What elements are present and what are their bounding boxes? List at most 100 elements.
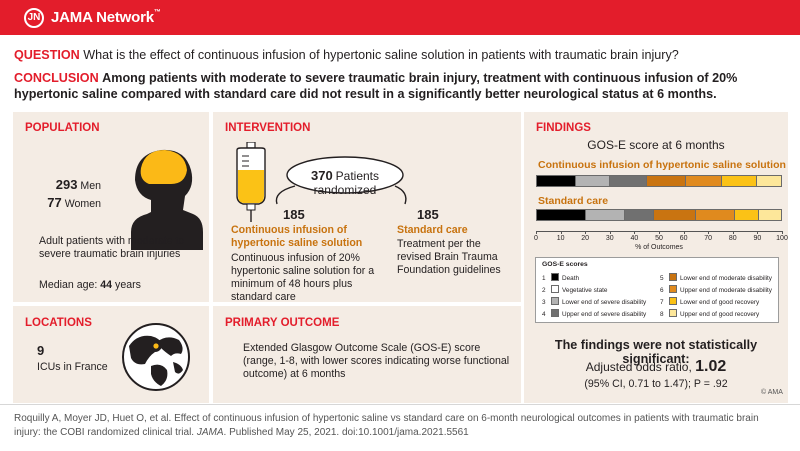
stacked-bar-hypertonic bbox=[536, 175, 782, 187]
bar-segment-8 bbox=[756, 176, 781, 186]
conclusion-block: CONCLUSION Among patients with moderate … bbox=[14, 70, 784, 102]
arm1-title: Continuous infusion of hypertonic saline… bbox=[231, 224, 363, 249]
legend-item: 3 Lower end of severe disability bbox=[542, 297, 646, 306]
legend-number: 3 bbox=[542, 299, 546, 306]
bar-segment-6 bbox=[695, 210, 735, 220]
population-panel: POPULATION 293 Men 77 Women Adult patien… bbox=[13, 112, 209, 403]
legend-number: 7 bbox=[660, 299, 664, 306]
intervention-label: INTERVENTION bbox=[225, 122, 311, 134]
bar-label-standard: Standard care bbox=[538, 195, 609, 207]
legend-swatch bbox=[551, 285, 559, 293]
legend-label: Lower end of severe disability bbox=[562, 299, 647, 306]
arm2-description: Treatment per the revised Brain Trauma F… bbox=[397, 238, 501, 276]
legend-item: 1 Death bbox=[542, 273, 579, 282]
legend-item: 4 Upper end of severe disability bbox=[542, 309, 646, 318]
legend-number: 8 bbox=[660, 311, 664, 318]
question-text: What is the effect of continuous infusio… bbox=[83, 48, 679, 62]
men-count-row: 293 Men bbox=[55, 177, 101, 192]
question-block: QUESTION What is the effect of continuou… bbox=[14, 47, 784, 63]
legend-number: 2 bbox=[542, 287, 546, 294]
x-tick-mark bbox=[560, 231, 562, 234]
chart-title: GOS-E score at 6 months bbox=[587, 138, 725, 152]
bar-segment-8 bbox=[759, 210, 781, 220]
legend-number: 4 bbox=[542, 311, 546, 318]
legend-swatch bbox=[669, 285, 677, 293]
bar-segment-3 bbox=[585, 210, 625, 220]
x-tick-mark bbox=[659, 231, 660, 234]
citation-footer bbox=[0, 404, 800, 451]
globe-icon bbox=[122, 323, 190, 391]
legend-item: 7 Lower end of good recovery bbox=[660, 297, 759, 306]
legend-item: 5 Lower end of moderate disability bbox=[660, 273, 772, 282]
conclusion-text: Among patients with moderate to severe t… bbox=[14, 71, 738, 101]
women-count-row: 77 Women bbox=[47, 195, 101, 210]
primary-outcome-label: PRIMARY OUTCOME bbox=[225, 317, 340, 329]
legend-swatch bbox=[669, 297, 677, 305]
x-tick-mark bbox=[634, 231, 636, 234]
bar-segment-5 bbox=[646, 176, 686, 186]
population-description: Adult patients with moderate to severe t… bbox=[39, 235, 185, 260]
legend-swatch bbox=[551, 297, 559, 305]
x-tick-label: 90 bbox=[753, 235, 762, 242]
panel-divider bbox=[13, 302, 209, 306]
x-tick-mark bbox=[536, 231, 537, 234]
head-silhouette-icon bbox=[131, 149, 203, 250]
legend-label: Upper end of moderate disability bbox=[680, 287, 773, 294]
x-tick-label: 0 bbox=[534, 235, 538, 242]
odds-ratio: Adjusted odds ratio, 1.02 bbox=[585, 358, 727, 375]
arm2-title: Standard care bbox=[397, 224, 468, 236]
locations-count: 9 bbox=[37, 343, 45, 358]
legend-label: Vegetative state bbox=[562, 287, 608, 294]
legend-label: Death bbox=[562, 275, 580, 282]
locations-text: ICUs in France bbox=[37, 361, 108, 373]
legend-swatch bbox=[669, 309, 677, 317]
bar-label-hypertonic: Continuous infusion of hypertonic saline… bbox=[538, 159, 786, 171]
bar-segment-3 bbox=[576, 176, 611, 186]
legend-number: 5 bbox=[660, 275, 664, 282]
primary-outcome-text: Extended Glasgow Outcome Scale (GOS-E) s… bbox=[243, 342, 510, 380]
conclusion-label: CONCLUSION bbox=[14, 71, 99, 85]
arm1-n: 185 bbox=[283, 207, 305, 222]
x-tick-label: 40 bbox=[630, 235, 639, 242]
x-tick-label: 30 bbox=[605, 235, 614, 242]
legend-number: 1 bbox=[542, 275, 546, 282]
legend-label: Lower end of good recovery bbox=[680, 299, 760, 306]
legend-item: 2 Vegetative state bbox=[542, 285, 607, 294]
legend-label: Upper end of good recovery bbox=[680, 311, 760, 318]
jama-logo-icon: JN bbox=[24, 8, 44, 28]
chart-legend: GOS-E scores 1 Death 2 Vegetative state 3 Low… bbox=[535, 257, 779, 323]
brand-name: JAMA Network™ bbox=[51, 9, 161, 26]
confidence-interval: (95% CI, 0.71 to 1.47); P = .92 bbox=[584, 378, 728, 390]
bar-segment-4 bbox=[624, 210, 655, 220]
question-label: QUESTION bbox=[14, 48, 80, 62]
intervention-panel: INTERVENTION 370 Patients randomized 185… bbox=[213, 112, 521, 403]
legend-item: 6 Upper end of moderate disability bbox=[660, 285, 772, 294]
x-tick-label: 80 bbox=[728, 235, 737, 242]
x-tick-label: 100 bbox=[776, 235, 788, 242]
bar-segment-1 bbox=[537, 176, 577, 186]
x-tick-label: 10 bbox=[556, 235, 565, 242]
legend-swatch bbox=[551, 273, 559, 281]
population-label: POPULATION bbox=[25, 122, 100, 134]
bar-segment-6 bbox=[685, 176, 723, 186]
stacked-bar-standard bbox=[536, 209, 782, 221]
x-tick-label: 20 bbox=[581, 235, 590, 242]
legend-label: Lower end of moderate disability bbox=[680, 275, 773, 282]
legend-number: 6 bbox=[660, 287, 664, 294]
copyright: © AMA bbox=[761, 389, 783, 396]
randomized-count: 370 Patients randomized bbox=[310, 168, 379, 197]
bar-segment-7 bbox=[722, 176, 757, 186]
citation-text: Roquilly A, Moyer JD, Huet O, et al. Eff… bbox=[14, 413, 759, 438]
x-tick-mark bbox=[683, 231, 685, 234]
median-age: Median age: 44 years bbox=[39, 279, 141, 291]
bar-segment-7 bbox=[734, 210, 760, 220]
locations-label: LOCATIONS bbox=[25, 317, 92, 329]
legend-item: 8 Upper end of good recovery bbox=[660, 309, 759, 318]
x-tick-mark bbox=[609, 231, 611, 234]
iv-bag-icon bbox=[236, 142, 266, 222]
arm2-n: 185 bbox=[417, 207, 439, 222]
x-tick-mark bbox=[585, 231, 587, 234]
bar-segment-1 bbox=[537, 210, 586, 220]
header-banner: JN JAMA Network™ bbox=[0, 0, 800, 35]
legend-swatch bbox=[669, 273, 677, 281]
